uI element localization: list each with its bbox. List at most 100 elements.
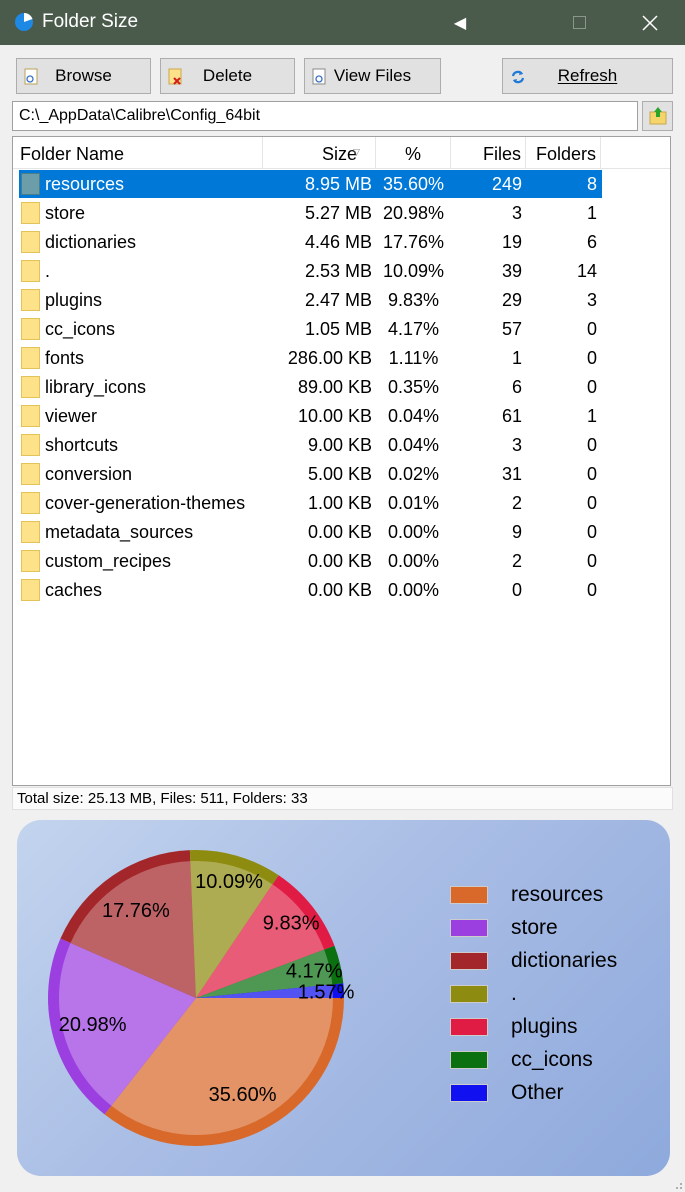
folder-percent: 0.02% bbox=[387, 464, 440, 484]
file-count: 6 bbox=[511, 377, 522, 397]
folder-icon bbox=[21, 202, 40, 224]
table-row[interactable]: store 5.27 MB 20.98% 3 1 bbox=[19, 199, 602, 227]
table-row[interactable]: shortcuts 9.00 KB 0.04% 3 0 bbox=[19, 431, 602, 459]
folder-size: 4.46 MB bbox=[304, 232, 372, 252]
column-header-percent[interactable]: % bbox=[376, 137, 451, 168]
table-row[interactable]: resources 8.95 MB 35.60% 249 8 bbox=[19, 170, 602, 198]
file-count: 3 bbox=[511, 203, 522, 223]
folder-percent: 20.98% bbox=[382, 203, 445, 223]
subfolder-count: 1 bbox=[586, 203, 597, 223]
table-row[interactable]: dictionaries 4.46 MB 17.76% 19 6 bbox=[19, 228, 602, 256]
legend-swatch bbox=[450, 1084, 488, 1102]
folder-percent: 17.76% bbox=[382, 232, 445, 252]
pie-value-label: 35.60% bbox=[209, 1084, 277, 1106]
file-count: 9 bbox=[511, 522, 522, 542]
close-icon[interactable] bbox=[627, 0, 673, 45]
pie-slice-inner bbox=[196, 949, 333, 998]
folder-icon bbox=[21, 289, 40, 311]
subfolder-count: 14 bbox=[576, 261, 597, 281]
subfolder-count: 0 bbox=[586, 435, 597, 455]
maximize-icon[interactable] bbox=[556, 0, 602, 45]
legend-swatch bbox=[450, 1018, 488, 1036]
refresh-icon bbox=[511, 70, 525, 84]
subfolder-count: 1 bbox=[586, 406, 597, 426]
browse-icon bbox=[24, 68, 38, 85]
folder-size: 0.00 KB bbox=[307, 580, 372, 600]
pie-value-label: 10.09% bbox=[195, 871, 263, 893]
table-row[interactable]: cc_icons 1.05 MB 4.17% 57 0 bbox=[19, 315, 602, 343]
pie-slice-inner bbox=[111, 998, 333, 1135]
status-bar: Total size: 25.13 MB, Files: 511, Folder… bbox=[12, 787, 673, 810]
folder-name: store bbox=[45, 203, 86, 223]
folder-size: 8.95 MB bbox=[304, 174, 372, 194]
subfolder-count: 0 bbox=[586, 493, 597, 513]
folder-percent: 0.01% bbox=[387, 493, 440, 513]
parent-folder-button[interactable] bbox=[642, 101, 673, 131]
folder-name: dictionaries bbox=[45, 232, 137, 252]
column-header-name[interactable]: Folder Name bbox=[13, 137, 263, 168]
table-row[interactable]: library_icons 89.00 KB 0.35% 6 0 bbox=[19, 373, 602, 401]
view-files-button[interactable]: View Files bbox=[304, 58, 441, 94]
folder-percent: 9.83% bbox=[387, 290, 440, 310]
legend-label: Other bbox=[511, 1081, 564, 1104]
file-count: 61 bbox=[501, 406, 522, 426]
table-row[interactable]: fonts 286.00 KB 1.11% 1 0 bbox=[19, 344, 602, 372]
table-row[interactable]: conversion 5.00 KB 0.02% 31 0 bbox=[19, 460, 602, 488]
folder-size: 10.00 KB bbox=[297, 406, 372, 426]
folder-percent: 0.04% bbox=[387, 406, 440, 426]
pie-value-label: 1.57% bbox=[298, 982, 355, 1004]
file-count: 1 bbox=[511, 348, 522, 368]
folder-icon bbox=[21, 347, 40, 369]
folder-icon bbox=[21, 521, 40, 543]
folder-icon bbox=[21, 318, 40, 340]
folder-name: library_icons bbox=[45, 377, 147, 397]
folder-percent: 35.60% bbox=[382, 174, 445, 194]
table-row[interactable]: custom_recipes 0.00 KB 0.00% 2 0 bbox=[19, 547, 602, 575]
resize-grip-icon[interactable] bbox=[673, 1180, 683, 1190]
folder-name: shortcuts bbox=[45, 435, 119, 455]
folder-name: fonts bbox=[45, 348, 85, 368]
file-count: 29 bbox=[501, 290, 522, 310]
folder-icon bbox=[21, 405, 40, 427]
legend-label: plugins bbox=[511, 1015, 578, 1038]
subfolder-count: 0 bbox=[586, 348, 597, 368]
folder-size: 0.00 KB bbox=[307, 551, 372, 571]
column-header-files[interactable]: Files bbox=[451, 137, 526, 168]
refresh-button[interactable]: Refresh bbox=[502, 58, 673, 94]
legend-label: cc_icons bbox=[511, 1048, 593, 1071]
legend-swatch bbox=[450, 985, 488, 1003]
table-row[interactable]: plugins 2.47 MB 9.83% 29 3 bbox=[19, 286, 602, 314]
pie-slice-inner bbox=[70, 861, 196, 998]
folder-icon bbox=[21, 579, 40, 601]
list-header: Folder Name Size ▽ % Files Folders bbox=[13, 137, 670, 169]
folder-up-icon bbox=[649, 107, 667, 125]
pie-value-label: 17.76% bbox=[102, 900, 170, 922]
table-row[interactable]: cover-generation-themes 1.00 KB 0.01% 2 0 bbox=[19, 489, 602, 517]
folder-percent: 0.00% bbox=[387, 522, 440, 542]
subfolder-count: 0 bbox=[586, 580, 597, 600]
legend-swatch bbox=[450, 886, 488, 904]
folder-name: resources bbox=[45, 174, 125, 194]
legend-swatch bbox=[450, 1051, 488, 1069]
back-icon[interactable]: ◀ bbox=[453, 14, 467, 32]
legend-label: dictionaries bbox=[511, 949, 618, 972]
folder-percent: 4.17% bbox=[387, 319, 440, 339]
pie-slice-inner bbox=[196, 984, 333, 998]
file-count: 2 bbox=[511, 551, 522, 571]
table-row[interactable]: caches 0.00 KB 0.00% 0 0 bbox=[19, 576, 602, 604]
browse-button[interactable]: Browse bbox=[16, 58, 151, 94]
folder-percent: 0.00% bbox=[387, 551, 440, 571]
folder-size: 5.27 MB bbox=[304, 203, 372, 223]
folder-list[interactable]: Folder Name Size ▽ % Files Folders resou… bbox=[12, 136, 671, 786]
file-count: 2 bbox=[511, 493, 522, 513]
table-row[interactable]: . 2.53 MB 10.09% 39 14 bbox=[19, 257, 602, 285]
column-header-size[interactable]: Size bbox=[263, 137, 376, 168]
table-row[interactable]: viewer 10.00 KB 0.04% 61 1 bbox=[19, 402, 602, 430]
column-header-folders[interactable]: Folders bbox=[526, 137, 601, 168]
path-field[interactable]: C:\_AppData\Calibre\Config_64bit bbox=[12, 101, 638, 131]
subfolder-count: 3 bbox=[586, 290, 597, 310]
delete-button[interactable]: Delete bbox=[160, 58, 295, 94]
folder-icon bbox=[21, 173, 40, 195]
table-row[interactable]: metadata_sources 0.00 KB 0.00% 9 0 bbox=[19, 518, 602, 546]
file-count: 57 bbox=[501, 319, 522, 339]
